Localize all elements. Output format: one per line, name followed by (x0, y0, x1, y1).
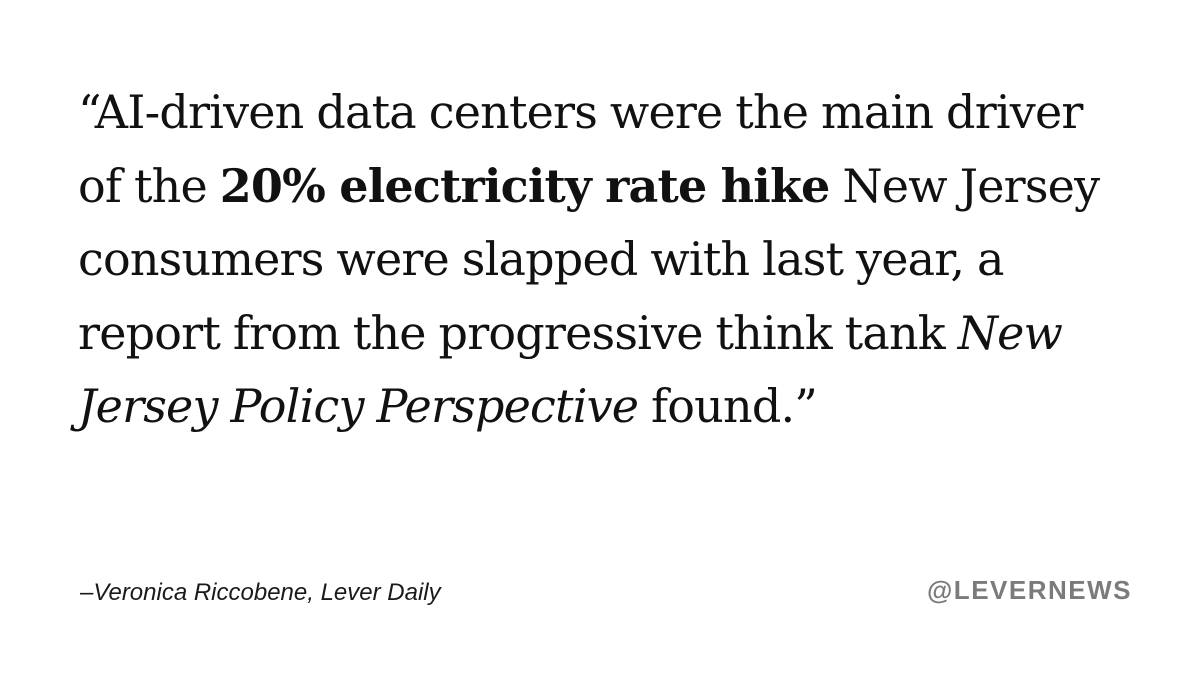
quote-text-part-3: found.” (638, 379, 818, 433)
quote-attribution: –Veronica Riccobene, Lever Daily (80, 579, 441, 606)
quote-text: “AI-driven data centers were the main dr… (78, 76, 1138, 444)
brand-handle: @LEVERNEWS (926, 575, 1132, 605)
quote-emphasis-italic: New Jersey Policy Perspective (78, 305, 1063, 434)
quote-text-part-1: “AI-driven data centers were the main dr… (78, 85, 1083, 213)
quote-emphasis-bold: 20% electricity rate hike (219, 158, 831, 213)
quote-text-part-2: New Jersey consumers were slapped with l… (78, 158, 1100, 360)
